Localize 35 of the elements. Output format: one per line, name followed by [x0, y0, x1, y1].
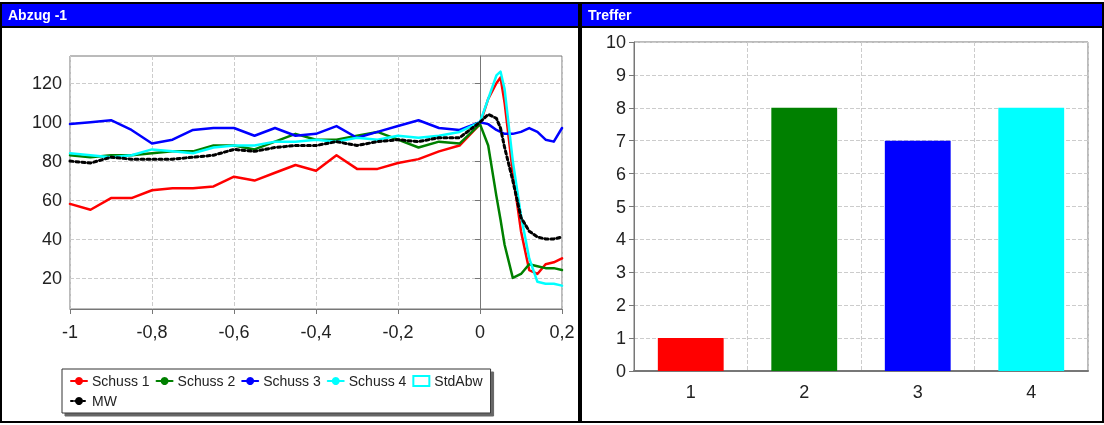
- y-tick-label: 4: [615, 229, 626, 250]
- y-tick-label: 20: [41, 267, 62, 288]
- y-tick-label: 7: [615, 130, 626, 151]
- x-tick-label: 0,2: [549, 322, 575, 342]
- legend-label: Schuss 3: [263, 373, 321, 389]
- legend-label: StdAbw: [434, 373, 484, 389]
- x-tick-label: -1: [61, 322, 79, 342]
- y-tick-label: 3: [615, 262, 626, 283]
- y-tick-label: 120: [31, 73, 62, 94]
- x-tick-label: -0,8: [136, 322, 168, 342]
- x-tick-label: 2: [799, 382, 810, 402]
- x-tick-label: -0,2: [382, 322, 414, 342]
- y-tick-label: 60: [41, 190, 62, 211]
- y-tick-label: 100: [31, 112, 62, 133]
- y-tick-label: 80: [41, 151, 62, 172]
- chart-title: Treffer: [582, 4, 1102, 28]
- legend-label: Schuss 2: [177, 373, 236, 389]
- y-tick-label: 10: [605, 32, 626, 52]
- x-tick-label: 0: [474, 322, 486, 342]
- y-tick-label: 6: [615, 163, 626, 184]
- y-tick-label: 5: [615, 196, 626, 217]
- legend-label: Schuss 4: [348, 373, 407, 389]
- y-tick-label: 40: [41, 228, 62, 249]
- y-tick-label: 0: [615, 361, 626, 381]
- x-tick-label: 4: [1026, 382, 1037, 402]
- y-tick-label: 9: [615, 64, 626, 85]
- chart-title: Abzug -1: [2, 4, 578, 28]
- legend-label: Schuss 1: [92, 373, 150, 389]
- x-tick-label: 3: [912, 382, 923, 402]
- x-tick-label: 1: [685, 382, 696, 402]
- y-tick-label: 2: [615, 295, 626, 316]
- x-tick-label: -0,6: [218, 322, 250, 342]
- y-tick-label: 8: [615, 97, 626, 118]
- x-tick-label: -0,4: [300, 322, 332, 342]
- legend-label: MW: [92, 393, 118, 409]
